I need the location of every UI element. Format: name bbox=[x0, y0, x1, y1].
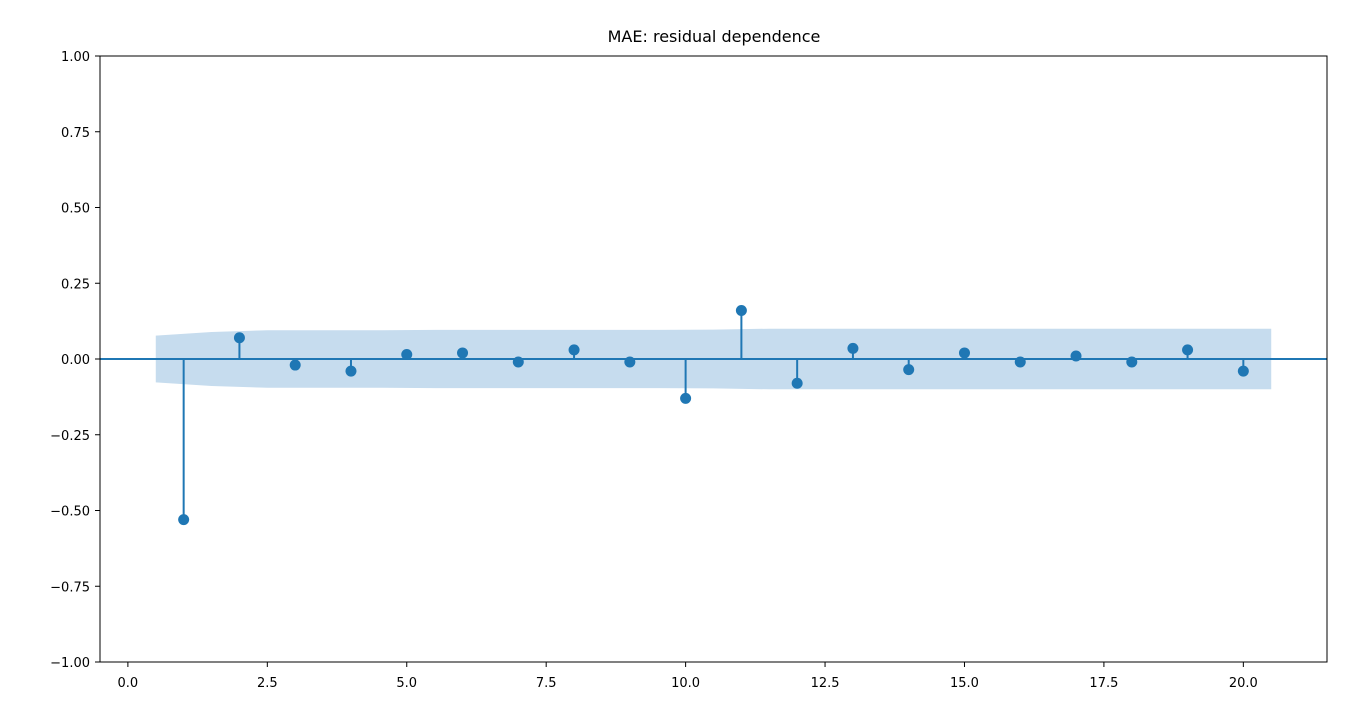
stem-marker-lag-3 bbox=[289, 359, 301, 371]
y-tick-label: −0.25 bbox=[50, 429, 90, 444]
y-tick-label: 0.75 bbox=[61, 126, 90, 141]
stem-marker-lag-16 bbox=[1014, 356, 1026, 368]
stem-marker-lag-7 bbox=[512, 356, 524, 368]
y-tick-label: −0.50 bbox=[50, 505, 90, 520]
stem-marker-lag-9 bbox=[624, 356, 636, 368]
stem-marker-lag-10 bbox=[680, 392, 692, 404]
stem-marker-lag-20 bbox=[1237, 365, 1249, 377]
stem-marker-lag-2 bbox=[233, 332, 245, 344]
y-tick-label: −1.00 bbox=[50, 656, 90, 671]
y-tick-label: 0.25 bbox=[61, 277, 90, 292]
stem-marker-lag-19 bbox=[1182, 344, 1194, 356]
y-tick-label: 0.00 bbox=[61, 353, 90, 368]
stem-marker-lag-14 bbox=[903, 364, 915, 376]
chart-title: MAE: residual dependence bbox=[608, 27, 821, 46]
y-tick-label: 0.50 bbox=[61, 202, 90, 217]
x-tick-label: 7.5 bbox=[536, 676, 557, 691]
stem-marker-lag-5 bbox=[401, 348, 413, 360]
y-tick-label: −0.75 bbox=[50, 580, 90, 595]
stem-marker-lag-4 bbox=[345, 365, 357, 377]
stem-marker-lag-1 bbox=[178, 514, 190, 526]
stem-marker-lag-17 bbox=[1070, 350, 1082, 362]
stem-marker-lag-12 bbox=[791, 377, 803, 389]
x-tick-label: 10.0 bbox=[671, 676, 700, 691]
x-tick-label: 2.5 bbox=[257, 676, 278, 691]
x-tick-label: 5.0 bbox=[396, 676, 417, 691]
x-tick-label: 15.0 bbox=[950, 676, 979, 691]
y-tick-label: 1.00 bbox=[61, 50, 90, 65]
stem-marker-lag-18 bbox=[1126, 356, 1138, 368]
x-tick-label: 20.0 bbox=[1229, 676, 1258, 691]
stem-marker-lag-15 bbox=[958, 347, 970, 359]
stem-marker-lag-13 bbox=[847, 342, 859, 354]
x-tick-label: 0.0 bbox=[118, 676, 139, 691]
stem-marker-lag-11 bbox=[735, 305, 747, 317]
x-tick-label: 12.5 bbox=[811, 676, 840, 691]
stem-marker-lag-8 bbox=[568, 344, 580, 356]
x-tick-label: 17.5 bbox=[1089, 676, 1118, 691]
stem-marker-lag-6 bbox=[457, 347, 469, 359]
